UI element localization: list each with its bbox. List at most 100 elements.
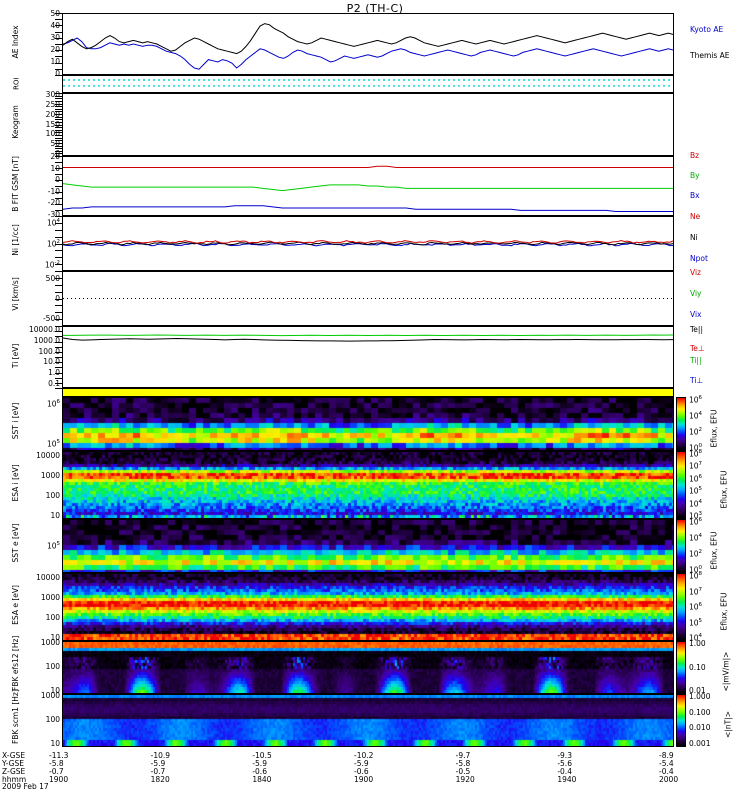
legend-bx: Bx [690, 192, 700, 200]
colorbar-fbk-efs12 [676, 641, 686, 694]
colorbar-tick-label: 102 [689, 428, 702, 436]
y-tick-label: 10 [50, 740, 60, 748]
x-axis-value: 1820 [151, 776, 170, 784]
legend-vix: Vix [690, 311, 702, 319]
legend-te-par: Te|| [690, 326, 703, 334]
y-tick-label: 100 [46, 663, 60, 671]
colorbar-sst-electrons [676, 519, 686, 573]
colorbar-tick-label: 108 [689, 450, 702, 458]
panel-esa-ions-yticks: 10000 1000 100 10 [0, 456, 60, 516]
panel-ae-yticks: 50403020100 [0, 11, 60, 77]
y-tick-label: 1000 [41, 472, 60, 480]
y-tick-label: 10000 [36, 574, 60, 582]
panel-roi-bar [62, 388, 674, 397]
colorbar-tick-label: 105 [689, 619, 702, 627]
y-tick-label: 105 [47, 440, 60, 448]
y-axis-tickmarks [55, 326, 62, 388]
plot-lines [63, 14, 673, 74]
colorbar-fbk-scm1 [676, 694, 686, 747]
panel-ni-yticks: 104 102 10-2 [0, 219, 60, 269]
series-ti- [63, 335, 673, 336]
spectrogram-image [63, 452, 673, 518]
series-by [63, 184, 673, 191]
y-tick-label: 10000 [36, 452, 60, 460]
colorbar-tick-label: 0.100 [689, 709, 710, 717]
panel-fbk-efs12-yticks: 1000 100 10 [0, 643, 60, 691]
legend-viy: Viy [690, 290, 702, 298]
spectrogram-image [63, 520, 673, 572]
zero-line [63, 272, 673, 325]
colorbar-fbk-scm1-label: <|nT|> [724, 695, 733, 755]
x-axis-value: 2000 [659, 776, 678, 784]
colorbar-tick-label: 104 [689, 500, 702, 508]
x-axis-value: 1940 [557, 776, 576, 784]
plot-lines [63, 217, 673, 270]
colorbar-fbk-efs12-label: <|mV/m|> [722, 642, 731, 702]
x-axis-value: 1920 [456, 776, 475, 784]
y-axis-tickmarks [55, 216, 62, 271]
spectrogram-image [63, 642, 673, 693]
y-axis-tickmarks [55, 93, 62, 156]
panel-vi-yticks: 500 0 -500 [0, 274, 60, 324]
panel-sst-ions [62, 397, 674, 451]
colorbar-tick-label: 106 [689, 518, 702, 526]
colorbar-tick-label: 108 [689, 572, 702, 580]
legend-bz: Bz [690, 152, 699, 160]
colorbar-tick-label: 104 [689, 412, 702, 420]
plot-lines [63, 327, 673, 387]
panel-bfit-yticks: 20100-10-20-30 [0, 154, 60, 218]
series-te- [63, 338, 673, 341]
panel-vi [62, 271, 674, 326]
plot-lines [63, 157, 673, 215]
panel-ae-index [62, 13, 674, 75]
spectrogram-image [63, 398, 673, 450]
y-tick-label: 10 [50, 512, 60, 520]
x-axis-value: 1900 [354, 776, 373, 784]
series-themis-ae [63, 24, 673, 54]
panel-ti [62, 326, 674, 388]
legend-viz: Viz [690, 269, 701, 277]
legend-ti-par: Ti|| [690, 357, 702, 365]
y-tick-label: 1000 [41, 639, 60, 647]
colorbar-tick-label: 0.010 [689, 724, 710, 732]
colorbar-tick-label: 107 [689, 588, 702, 596]
legend-by: By [690, 172, 700, 180]
y-tick-label: 1000 [41, 692, 60, 700]
panel-fbk-efs12 [62, 641, 674, 694]
colorbar-esa-electrons [676, 573, 686, 641]
colorbar-esa-electrons-label: Eflux, EFU [720, 582, 729, 642]
panel-sst-electrons-yticks: 105 [0, 534, 60, 558]
y-tick-label: 105 [47, 542, 60, 550]
legend-kyoto-ae: Kyoto AE [690, 26, 723, 34]
panel-keogram-yticks: 300250200150100500 [0, 91, 60, 158]
panel-sst-ions-yticks: 106 105 [0, 404, 60, 444]
colorbar-sst-electrons-label: Eflux, EFU [710, 521, 719, 581]
y-tick-label: 100 [46, 492, 60, 500]
series-bz [63, 166, 673, 167]
colorbar-tick-label: 106 [689, 475, 702, 483]
spectrogram-image [63, 695, 673, 746]
colorbar-tick-label: 1.00 [689, 640, 706, 648]
colorbar-tick-label: 107 [689, 462, 702, 470]
y-axis-tickmarks [55, 271, 62, 326]
panel-sst-electrons [62, 519, 674, 573]
panel-ni [62, 216, 674, 271]
panel-esa-ions [62, 451, 674, 519]
x-axis-value: 1840 [252, 776, 271, 784]
legend-themis-ae: Themis AE [690, 52, 730, 60]
y-tick-label: 106 [47, 400, 60, 408]
panel-bfit [62, 156, 674, 216]
panel-ti-yticks: 10000.01000.0100.010.01.00.1 [0, 327, 60, 387]
panel-fbk-scm1 [62, 694, 674, 747]
x-axis-date: 2009 Feb 17 [2, 783, 49, 791]
colorbar-tick-label: 102 [689, 550, 702, 558]
legend-ni: Ni [690, 234, 698, 242]
panel-esa-electrons-yticks: 10000 1000 100 10 [0, 578, 60, 638]
colorbar-tick-label: 105 [689, 487, 702, 495]
panel-roi [62, 75, 674, 93]
colorbar-sst-ions [676, 397, 686, 451]
x-axis-value: 1900 [49, 776, 68, 784]
colorbar-tick-label: 0.10 [689, 664, 706, 672]
y-tick-label: 100 [46, 614, 60, 622]
colorbar-tick-label: 104 [689, 534, 702, 542]
